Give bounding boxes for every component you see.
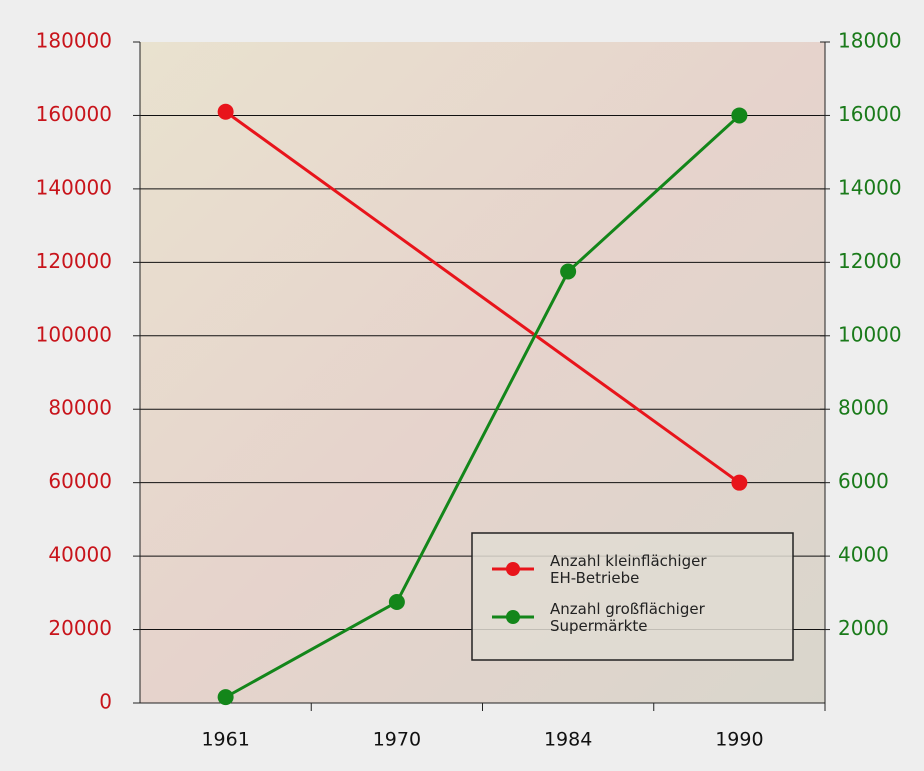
- y2-tick-label: 8000: [838, 396, 889, 420]
- y-tick-label: 140000: [36, 175, 112, 199]
- x-tick-label: 1961: [201, 729, 249, 751]
- series-line: [224, 114, 741, 699]
- legend-marker: [506, 562, 520, 576]
- y-tick-label: 160000: [36, 102, 112, 126]
- y2-tick-label: 12000: [838, 249, 902, 273]
- y2-tick-label: 10000: [838, 322, 902, 346]
- x-tick-label: 1984: [544, 729, 592, 751]
- y-tick-label: 80000: [48, 396, 112, 420]
- data-point: [217, 689, 234, 706]
- y2-tick-label: 14000: [838, 175, 902, 199]
- legend-label-line: Supermärkte: [550, 617, 647, 635]
- legend-label: Anzahl großflächiger Supermärkte: [550, 600, 706, 635]
- y-tick-label: 100000: [36, 322, 112, 346]
- y-tick-label: 20000: [48, 616, 112, 640]
- y2-tick-label: 16000: [838, 102, 902, 126]
- y-tick-label: 0: [99, 690, 112, 714]
- y-tick-label: 60000: [48, 469, 112, 493]
- x-tick-label: 1990: [715, 729, 763, 751]
- y2-tick-label: 4000: [838, 543, 889, 567]
- y2-tick-label: 6000: [838, 469, 889, 493]
- data-point: [731, 107, 748, 124]
- data-point: [388, 594, 405, 611]
- legend-label-line: Anzahl kleinflächiger: [550, 552, 707, 570]
- y-tick-label: 120000: [36, 249, 112, 273]
- legend-box: [471, 532, 794, 661]
- legend-label-line: EH-Betriebe: [550, 569, 639, 587]
- y2-tick-label: 18000: [838, 29, 902, 53]
- data-point: [217, 103, 234, 120]
- series-line: [224, 110, 741, 484]
- legend-label: Anzahl kleinflächiger EH-Betriebe: [550, 552, 707, 587]
- x-tick-label: 1970: [373, 729, 421, 751]
- y-tick-label: 180000: [36, 29, 112, 53]
- y-tick-label: 40000: [48, 543, 112, 567]
- legend-label-line: Anzahl großflächiger: [550, 600, 706, 618]
- legend-marker: [506, 610, 520, 624]
- data-point: [731, 474, 748, 491]
- y2-tick-label: 2000: [838, 616, 889, 640]
- data-point: [560, 263, 577, 280]
